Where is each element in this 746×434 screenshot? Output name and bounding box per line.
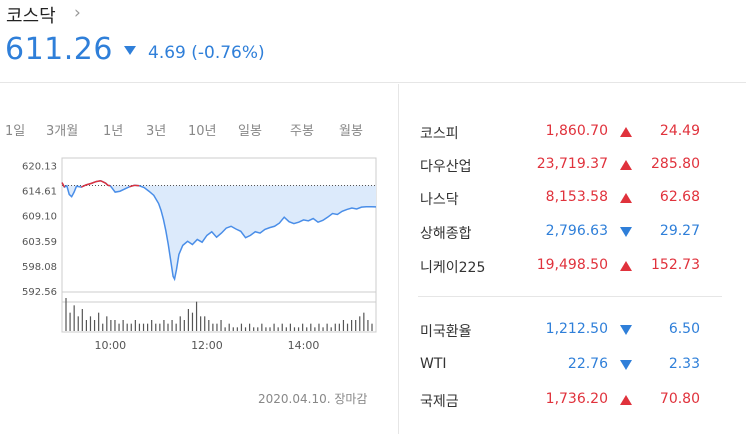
up-arrow-icon (620, 193, 632, 203)
x-tick-label: 10:00 (94, 339, 126, 352)
commodity-value: 1,212.50 (545, 321, 608, 337)
y-tick-label: 603.59 (22, 237, 57, 248)
market-value: 23,719.37 (536, 156, 608, 172)
intraday-chart[interactable]: 620.13 614.61 609.10 603.59 598.08 592.56 10:… (0, 150, 390, 360)
commodity-change: 2.33 (668, 356, 700, 372)
market-name: 나스닥 (420, 192, 459, 208)
down-arrow-icon (620, 325, 632, 335)
commodity-change: 70.80 (659, 391, 700, 407)
y-tick-label: 609.10 (22, 212, 57, 223)
list-separator (418, 296, 722, 297)
up-arrow-icon (620, 395, 632, 405)
list-item[interactable]: 코스피 1,860.70 24.49 (420, 123, 720, 143)
commodity-value: 22.76 (567, 356, 608, 372)
down-arrow-icon (620, 360, 632, 370)
market-change: 62.68 (659, 189, 700, 205)
market-name: 다우산업 (420, 159, 472, 175)
market-name: 코스피 (420, 126, 459, 142)
commodity-name: 국제금 (420, 394, 459, 410)
tab-1day[interactable]: 1일 (5, 124, 26, 139)
market-name: 니케이225 (420, 260, 486, 276)
list-item[interactable]: WTI 22.76 2.33 (420, 356, 720, 376)
price-line-up (61, 180, 140, 188)
market-change: 24.49 (659, 123, 700, 139)
down-arrow-icon (124, 46, 136, 55)
volume-frame (61, 291, 377, 333)
current-price: 611.26 (5, 32, 113, 67)
y-axis: 620.13 614.61 609.10 603.59 598.08 592.56 (22, 162, 57, 298)
commodity-value: 1,736.20 (545, 391, 608, 407)
market-change: 152.73 (651, 257, 700, 273)
x-tick-label: 12:00 (191, 339, 223, 352)
list-item[interactable]: 다우산업 23,719.37 285.80 (420, 156, 720, 176)
x-tick-label: 14:00 (288, 339, 320, 352)
chart-frame (61, 157, 377, 303)
commodity-change: 6.50 (668, 321, 700, 337)
up-arrow-icon (620, 127, 632, 137)
list-item[interactable]: 니케이225 19,498.50 152.73 (420, 257, 720, 277)
column-divider (398, 84, 399, 434)
market-value: 1,860.70 (545, 123, 608, 139)
y-tick-label: 620.13 (22, 162, 57, 173)
market-close-date: 2020.04.10. 장마감 (258, 392, 368, 406)
tab-3year[interactable]: 3년 (146, 124, 167, 139)
tab-monthly-candle[interactable]: 월봉 (339, 124, 363, 139)
list-item[interactable]: 나스닥 8,153.58 62.68 (420, 189, 720, 209)
tab-1year[interactable]: 1년 (103, 124, 124, 139)
market-value: 8,153.58 (545, 189, 608, 205)
down-arrow-icon (620, 227, 632, 237)
tab-3month[interactable]: 3개월 (46, 124, 79, 139)
y-tick-label: 592.56 (22, 287, 57, 298)
chevron-right-icon[interactable]: › (74, 3, 81, 23)
price-change: 4.69 (-0.76%) (148, 43, 265, 63)
x-axis: 10:00 12:00 14:00 (94, 339, 319, 352)
market-value: 2,796.63 (545, 223, 608, 239)
market-change: 29.27 (659, 223, 700, 239)
volume-bars (65, 298, 373, 331)
market-change: 285.80 (651, 156, 700, 172)
header-divider (0, 82, 746, 83)
y-tick-label: 614.61 (22, 187, 57, 198)
list-item[interactable]: 미국환율 1,212.50 6.50 (420, 321, 720, 341)
y-tick-label: 598.08 (22, 262, 57, 273)
index-title[interactable]: 코스닥 (6, 6, 56, 27)
commodity-name: 미국환율 (420, 324, 472, 340)
up-arrow-icon (620, 261, 632, 271)
market-name: 상해종합 (420, 226, 472, 242)
up-arrow-icon (620, 160, 632, 170)
commodity-name: WTI (420, 356, 447, 372)
tab-daily-candle[interactable]: 일봉 (238, 124, 262, 139)
price-area (62, 185, 376, 280)
list-item[interactable]: 상해종합 2,796.63 29.27 (420, 223, 720, 243)
market-value: 19,498.50 (536, 257, 608, 273)
list-item[interactable]: 국제금 1,736.20 70.80 (420, 391, 720, 411)
tab-weekly-candle[interactable]: 주봉 (290, 124, 314, 139)
tab-10year[interactable]: 10년 (188, 124, 217, 139)
